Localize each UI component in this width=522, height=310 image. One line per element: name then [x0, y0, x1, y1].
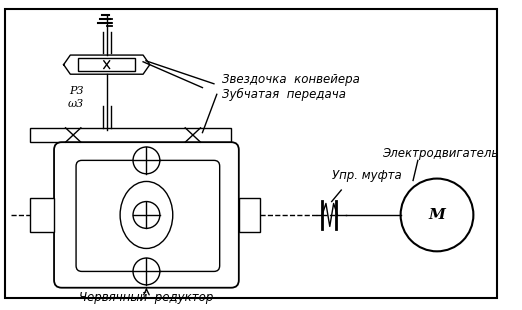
Text: Упр. муфта: Упр. муфта [331, 169, 401, 182]
FancyBboxPatch shape [76, 160, 220, 272]
Text: Электродвигатель: Электродвигатель [383, 147, 499, 160]
Text: ω3: ω3 [68, 99, 84, 109]
Circle shape [133, 258, 160, 285]
Bar [78, 58, 135, 71]
Text: М: М [429, 208, 445, 222]
Circle shape [133, 147, 160, 174]
Bar [30, 198, 54, 232]
Circle shape [133, 202, 160, 228]
Bar [30, 128, 231, 142]
Text: P3: P3 [69, 86, 84, 96]
Circle shape [400, 179, 473, 251]
Text: Червячный  редуктор: Червячный редуктор [79, 291, 213, 304]
Text: Звездочка  конвейера: Звездочка конвейера [221, 73, 360, 86]
FancyBboxPatch shape [54, 142, 239, 288]
Text: Зубчатая  передача: Зубчатая передача [221, 88, 346, 101]
Bar [239, 198, 260, 232]
Ellipse shape [120, 181, 173, 248]
